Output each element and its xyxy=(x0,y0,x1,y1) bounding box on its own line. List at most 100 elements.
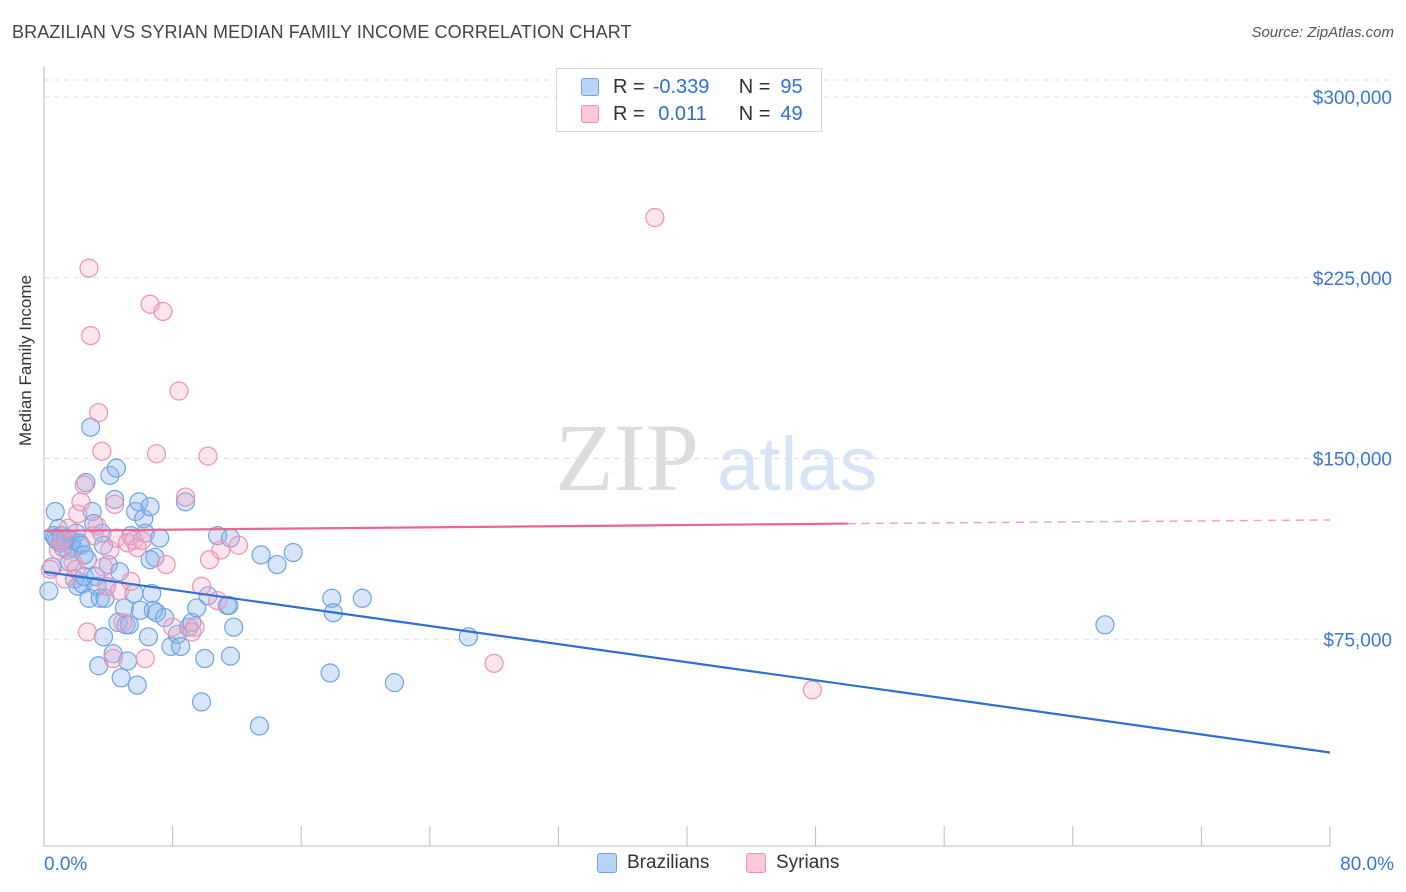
syrians-trend-extension xyxy=(847,519,1331,525)
brazilian-point xyxy=(140,497,160,517)
brazilian-point xyxy=(154,607,175,628)
brazilians-trend-line xyxy=(43,570,1331,754)
brazilian-point xyxy=(161,636,181,657)
syrian-point xyxy=(103,648,123,669)
syrians-trend-line xyxy=(43,522,848,532)
syrian-point xyxy=(185,617,205,637)
brazilian-point xyxy=(150,528,170,548)
y-axis-label-text: Median Family Income xyxy=(16,274,35,446)
syrian-point xyxy=(175,487,196,507)
brazilian-point xyxy=(100,465,120,485)
syrian-point xyxy=(71,492,91,512)
brazilian-point xyxy=(220,646,241,666)
syrian-point xyxy=(153,301,173,322)
axes xyxy=(43,66,1331,847)
brazilian-point xyxy=(224,617,244,637)
syrian-point xyxy=(77,622,98,642)
syrian-point xyxy=(81,325,101,346)
syrians-legend-swatch xyxy=(746,853,766,873)
legend-item-brazilians[interactable]: Brazilians xyxy=(597,852,709,874)
brazilian-point xyxy=(352,588,372,608)
syrian-point xyxy=(87,516,107,536)
brazilian-point xyxy=(320,663,340,683)
syrian-point xyxy=(100,540,120,560)
watermark-zip: ZIP xyxy=(555,404,699,511)
r-label: R = xyxy=(613,75,645,98)
chart-title: BRAZILIAN VS SYRIAN MEDIAN FAMILY INCOME… xyxy=(12,22,632,42)
y-tick-label: $300,000 xyxy=(1313,88,1392,109)
brazilian-point xyxy=(249,716,270,736)
brazilians-legend-swatch xyxy=(597,853,617,873)
syrian-point xyxy=(74,475,94,495)
brazilian-point xyxy=(251,545,271,565)
syrian-point xyxy=(132,530,152,551)
brazilian-point xyxy=(134,509,154,529)
legend-label-brazilians: Brazilians xyxy=(627,852,710,873)
syrian-point xyxy=(105,494,125,514)
brazilian-point xyxy=(106,458,126,478)
brazilian-point xyxy=(39,581,59,601)
brazilian-point xyxy=(1095,615,1115,635)
x-tick-label-max: 80.0% xyxy=(1340,854,1394,875)
syrian-point xyxy=(191,576,212,596)
syrians-swatch xyxy=(581,105,599,123)
brazilian-point xyxy=(143,600,163,620)
n-label: N = xyxy=(738,102,771,125)
x-tick-label-min: 0.0% xyxy=(44,854,87,875)
y-tick-label: $150,000 xyxy=(1313,450,1392,471)
syrian-point xyxy=(645,207,665,228)
brazilians-swatch xyxy=(581,78,599,96)
brazilian-point xyxy=(219,595,239,616)
syrians-points xyxy=(40,207,822,700)
syrian-point xyxy=(163,617,183,637)
syrian-point xyxy=(156,554,176,575)
brazilians-r-value: -0.339 xyxy=(652,75,710,98)
legend-label-syrians: Syrians xyxy=(776,852,840,873)
brazilian-point xyxy=(142,583,162,604)
stats-row-syrians: R = 0.011 N = 49 xyxy=(581,100,803,128)
tick-labels: $75,000 $150,000 $225,000 $300,000 0.0% 80.0% xyxy=(44,88,1394,875)
syrian-point xyxy=(228,535,249,555)
trend-lines xyxy=(43,519,1331,754)
brazilian-point xyxy=(171,636,191,657)
n-label: N = xyxy=(738,75,771,98)
brazilian-point xyxy=(90,588,110,608)
syrian-point xyxy=(135,648,155,669)
watermark: ZIP atlas xyxy=(555,404,878,511)
syrian-point xyxy=(802,680,822,700)
r-label: R = xyxy=(613,102,645,125)
syrian-point xyxy=(93,557,114,577)
syrian-point xyxy=(58,518,78,538)
stats-legend: R = -0.339 N = 95 R = 0.011 N = 49 xyxy=(556,68,822,132)
brazilians-points xyxy=(39,417,1115,736)
brazilian-point xyxy=(74,545,94,565)
brazilian-point xyxy=(195,648,215,669)
y-tick-label: $75,000 xyxy=(1323,630,1392,651)
brazilian-point xyxy=(93,627,114,647)
watermark-atlas: atlas xyxy=(717,422,878,507)
syrian-point xyxy=(113,612,133,632)
syrian-point xyxy=(92,441,112,461)
syrian-point xyxy=(89,403,109,423)
syrian-point xyxy=(211,540,231,560)
syrian-point xyxy=(169,381,189,401)
y-tick-label: $225,000 xyxy=(1313,269,1392,290)
syrian-point xyxy=(121,571,141,592)
syrians-r-value: 0.011 xyxy=(652,102,707,125)
syrians-n-value: 49 xyxy=(780,102,803,125)
gridlines xyxy=(44,79,1392,640)
brazilian-point xyxy=(111,668,131,688)
brazilian-point xyxy=(175,492,196,512)
y-axis-label: Median Family Income xyxy=(16,275,36,446)
brazilian-point xyxy=(127,675,147,695)
brazilian-point xyxy=(105,489,125,510)
brazilian-point xyxy=(138,627,159,647)
brazilian-point xyxy=(187,598,207,618)
legend-item-syrians[interactable]: Syrians xyxy=(746,852,839,874)
series-legend: Brazilians Syrians xyxy=(0,852,1406,878)
brazilian-point xyxy=(267,554,287,575)
stats-row-brazilians: R = -0.339 N = 95 xyxy=(581,73,803,101)
brazilian-point xyxy=(322,588,342,608)
source-label: Source: ZipAtlas.com xyxy=(1251,24,1394,41)
